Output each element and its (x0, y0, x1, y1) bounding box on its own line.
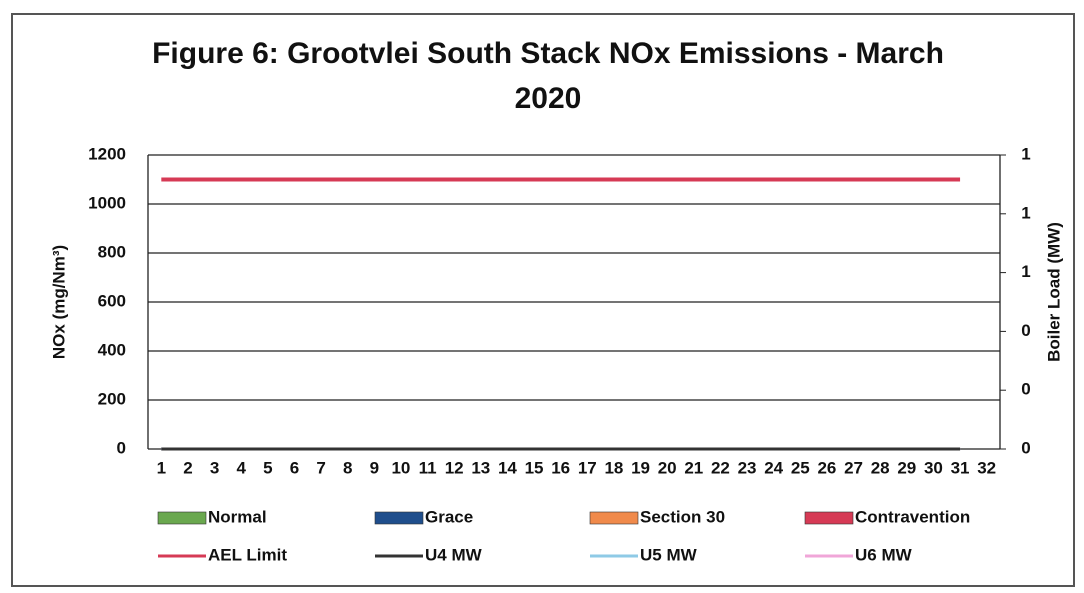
y-tick-label: 800 (98, 242, 126, 261)
legend-label: U4 MW (425, 545, 483, 564)
x-tick-label: 27 (844, 458, 863, 477)
y-tick-label: 1200 (88, 144, 126, 163)
x-tick-label: 29 (897, 458, 916, 477)
x-tick-label: 24 (764, 458, 783, 477)
y2-tick-label: 1 (1021, 203, 1030, 222)
legend-swatch (589, 511, 639, 525)
y2-tick-label: 0 (1021, 438, 1030, 457)
x-tick-label: 31 (951, 458, 970, 477)
x-tick-label: 18 (604, 458, 623, 477)
chart-title: Figure 6: Grootvlei South Stack NOx Emis… (152, 37, 944, 70)
legend-label: Normal (208, 507, 267, 526)
legend-label: U5 MW (640, 545, 698, 564)
x-tick-label: 12 (445, 458, 464, 477)
x-tick-label: 7 (316, 458, 325, 477)
x-tick-label: 5 (263, 458, 272, 477)
x-tick-label: 3 (210, 458, 219, 477)
y-tick-label: 600 (98, 291, 126, 310)
x-tick-label: 25 (791, 458, 810, 477)
x-tick-label: 19 (631, 458, 650, 477)
x-tick-label: 9 (370, 458, 379, 477)
x-tick-label: 1 (157, 458, 166, 477)
x-tick-label: 17 (578, 458, 597, 477)
y-tick-label: 0 (117, 438, 126, 457)
x-tick-label: 23 (738, 458, 757, 477)
y2-axis-label: Boiler Load (MW) (1044, 222, 1063, 362)
y-tick-label: 1000 (88, 193, 126, 212)
legend-label: Contravention (855, 507, 970, 526)
y2-tick-label: 1 (1021, 144, 1030, 163)
x-tick-label: 28 (871, 458, 890, 477)
y2-tick-label: 0 (1021, 380, 1030, 399)
x-tick-label: 32 (977, 458, 996, 477)
x-tick-label: 11 (419, 458, 437, 477)
y-axis-label: NOx (mg/Nm³) (49, 245, 68, 359)
x-tick-label: 2 (183, 458, 192, 477)
x-tick-label: 15 (525, 458, 544, 477)
x-tick-label: 30 (924, 458, 943, 477)
legend-label: U6 MW (855, 545, 913, 564)
legend-swatch (374, 511, 424, 525)
legend-swatch (804, 511, 854, 525)
y2-tick-label: 1 (1021, 262, 1030, 281)
chart-title-line2: 2020 (515, 82, 582, 115)
x-tick-label: 16 (551, 458, 570, 477)
legend-swatch (157, 511, 207, 525)
x-tick-label: 22 (711, 458, 730, 477)
x-tick-label: 14 (498, 458, 517, 477)
x-tick-label: 21 (684, 458, 703, 477)
x-tick-label: 20 (658, 458, 677, 477)
x-tick-label: 8 (343, 458, 352, 477)
y-tick-label: 200 (98, 389, 126, 408)
chart-frame (11, 13, 1075, 587)
x-tick-label: 4 (236, 458, 246, 477)
legend-label: AEL Limit (208, 545, 287, 564)
y2-tick-label: 0 (1021, 321, 1030, 340)
x-tick-label: 13 (471, 458, 490, 477)
y-tick-label: 400 (98, 340, 126, 359)
legend-label: Grace (425, 507, 473, 526)
x-tick-label: 6 (290, 458, 299, 477)
legend-label: Section 30 (640, 507, 725, 526)
x-tick-label: 26 (817, 458, 836, 477)
x-tick-label: 10 (391, 458, 410, 477)
